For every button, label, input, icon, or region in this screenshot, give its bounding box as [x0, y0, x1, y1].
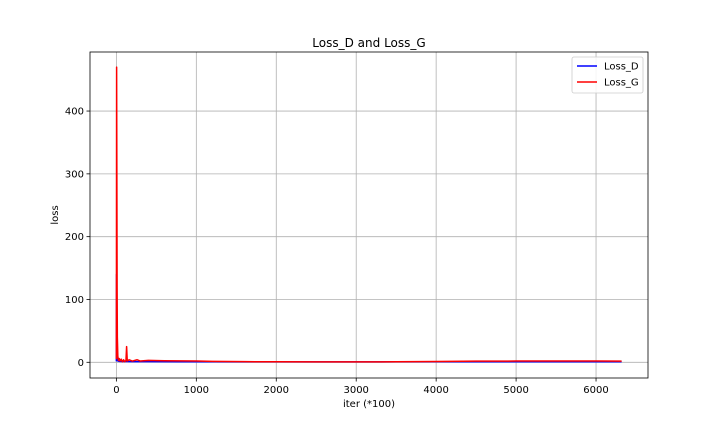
series-line-loss-g: [115, 66, 622, 363]
x-tick-label: 5000: [503, 385, 528, 396]
y-axis-label: loss: [50, 205, 61, 224]
x-tick-label: 4000: [423, 385, 448, 396]
grid: [90, 52, 648, 378]
y-tick-label: 200: [65, 232, 84, 243]
legend-label: Loss_D: [604, 62, 639, 73]
x-tick-label: 1000: [184, 385, 209, 396]
y-tick-label: 300: [65, 169, 84, 180]
series-layer: [115, 66, 622, 363]
x-tick-label: 6000: [583, 385, 608, 396]
x-tick-label: 3000: [343, 385, 368, 396]
y-axis: 0 100 200 300 400: [65, 107, 90, 369]
y-tick-label: 100: [65, 295, 84, 306]
plot-frame: [89, 51, 649, 379]
chart-title: Loss_D and Loss_G: [312, 36, 425, 50]
y-tick-label: 0: [78, 358, 84, 369]
legend: Loss_D Loss_G: [571, 56, 644, 94]
x-tick-label: 2000: [264, 385, 289, 396]
x-tick-label: 0: [113, 385, 119, 396]
x-axis: 0 1000 2000 3000 4000 5000 6000: [113, 378, 609, 396]
y-tick-label: 400: [65, 107, 84, 118]
series-line-loss-d: [115, 273, 622, 363]
x-axis-label: iter (*100): [343, 399, 395, 410]
legend-label: Loss_G: [604, 78, 639, 89]
